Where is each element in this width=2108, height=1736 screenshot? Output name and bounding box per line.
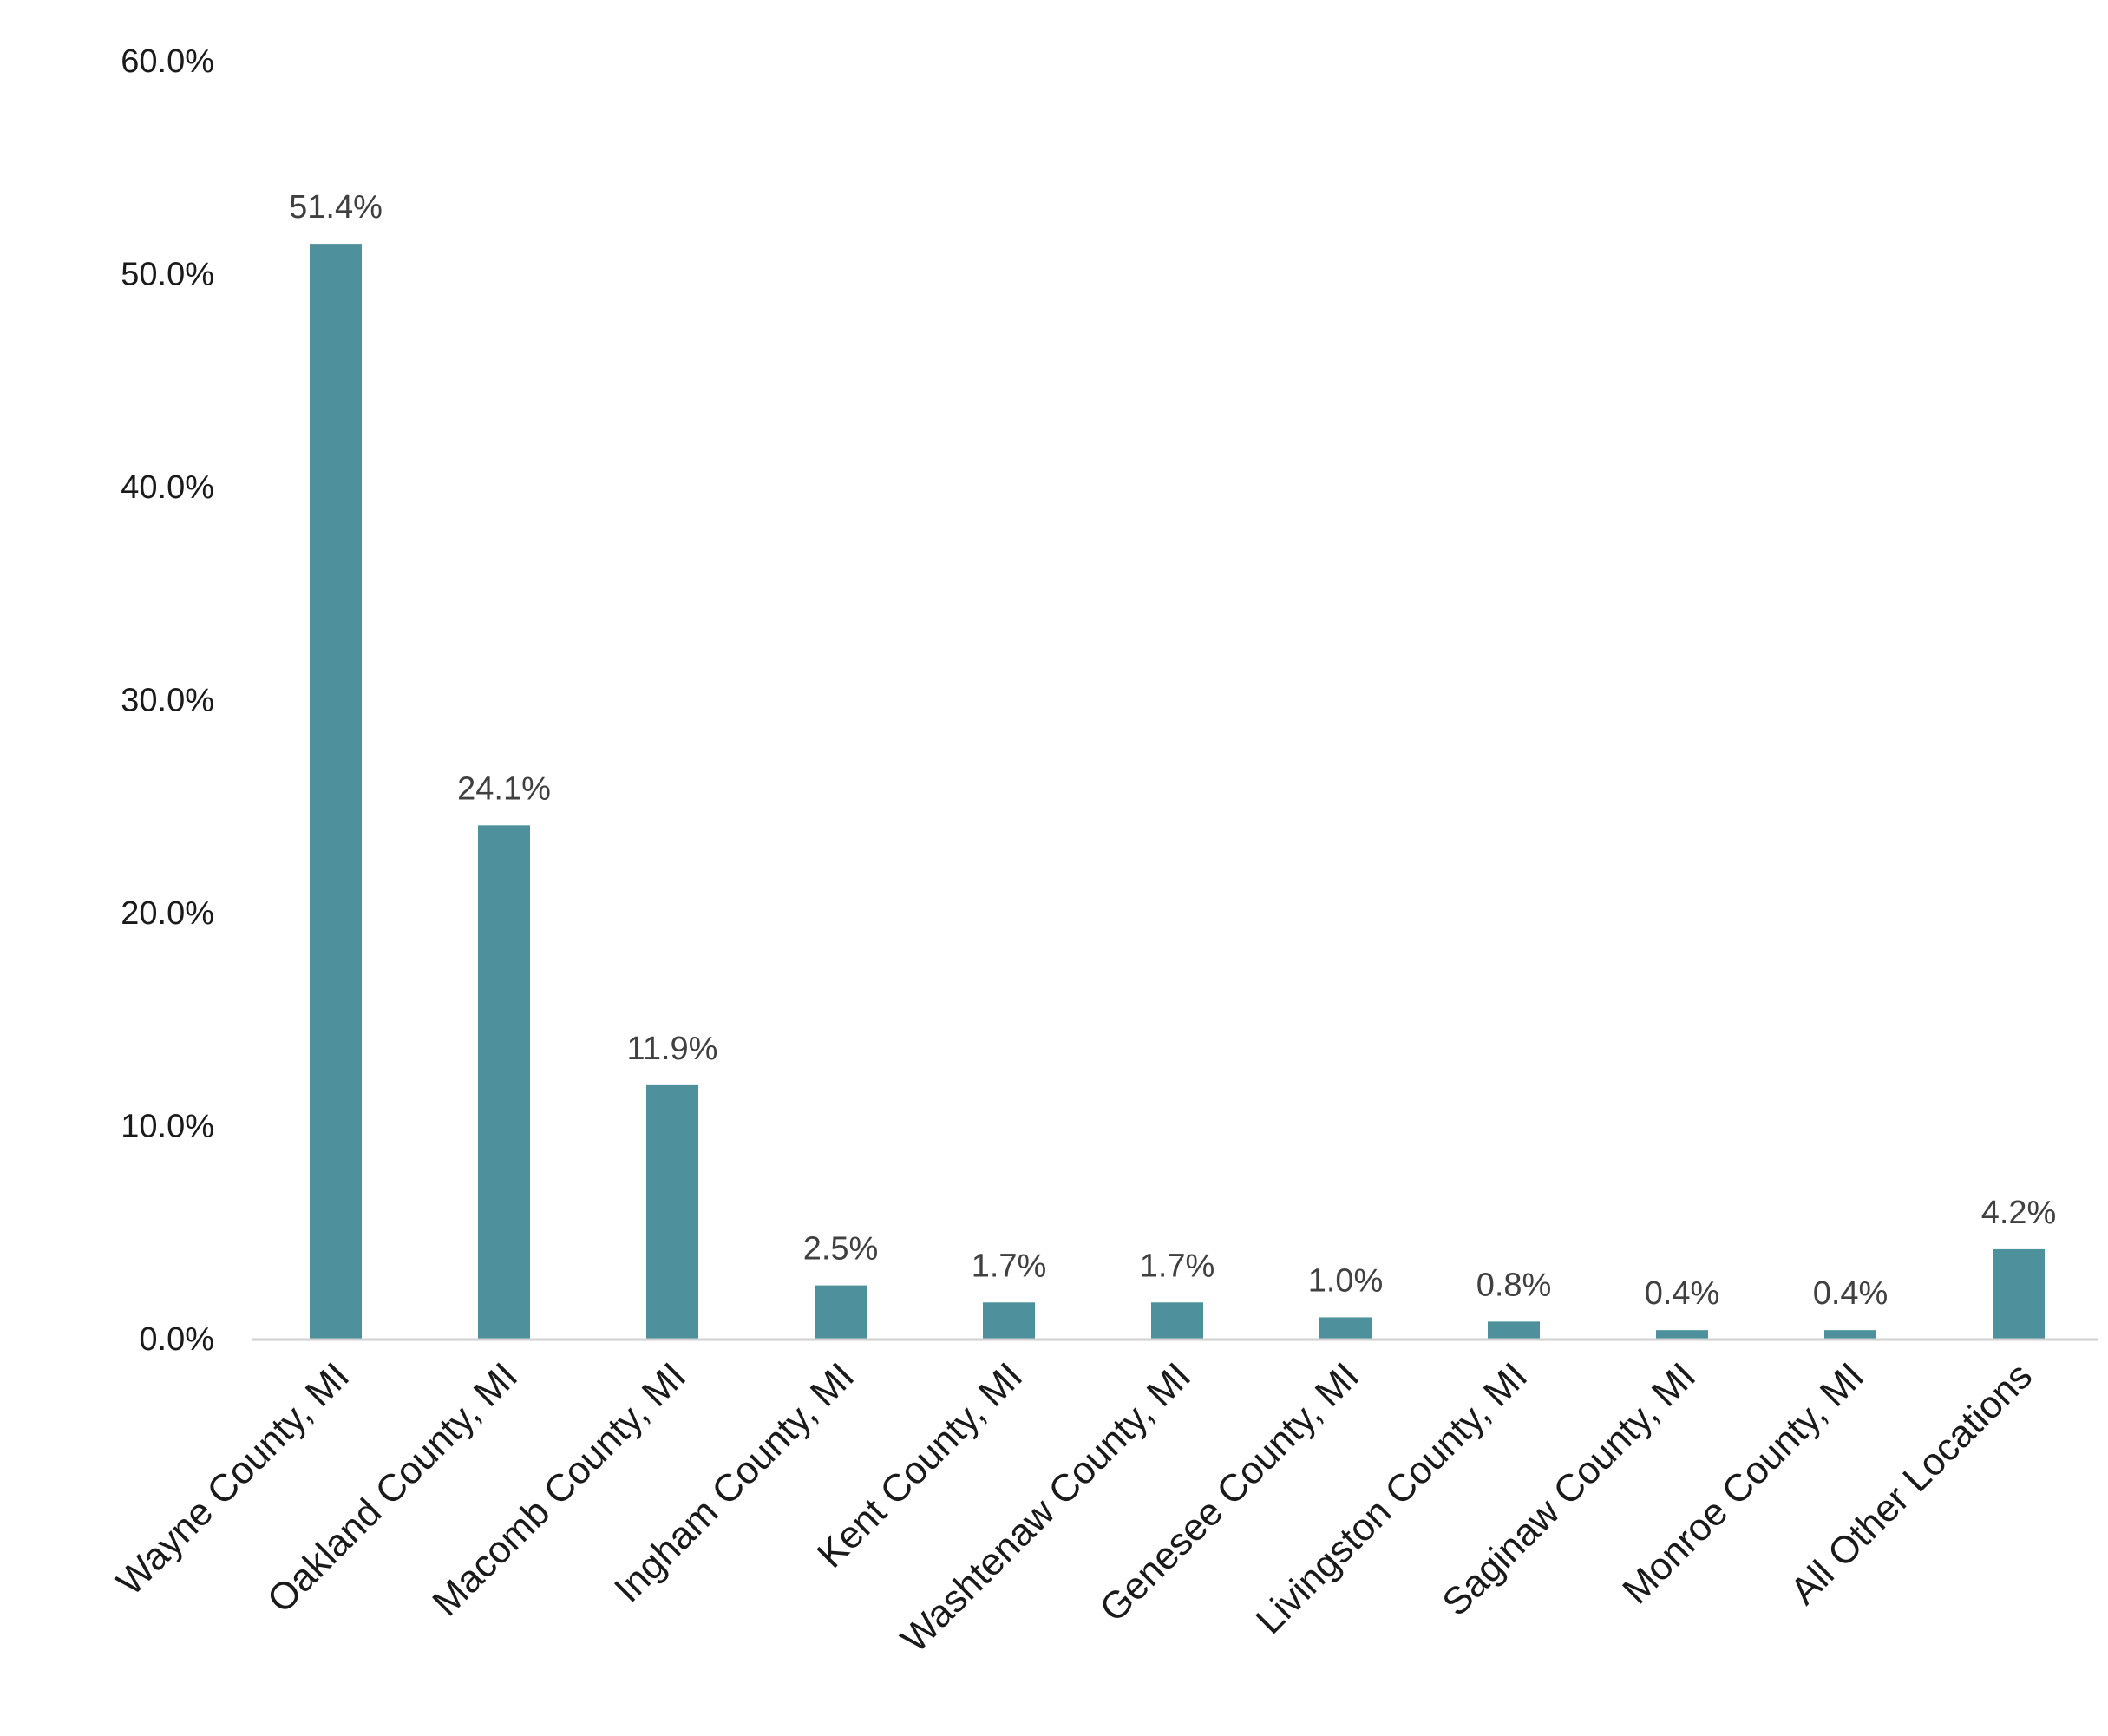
bar <box>1656 1330 1708 1339</box>
y-tick-label: 50.0% <box>121 257 214 293</box>
bar-data-label: 4.2% <box>1981 1195 2057 1231</box>
y-tick-label: 40.0% <box>121 469 214 506</box>
bar <box>1993 1248 2045 1339</box>
bars <box>310 244 2045 1339</box>
bar-data-label: 24.1% <box>457 770 551 807</box>
y-tick-label: 10.0% <box>121 1109 214 1145</box>
y-tick-label: 60.0% <box>121 43 214 80</box>
bar <box>310 244 362 1339</box>
bar-data-label: 0.4% <box>1645 1275 1720 1312</box>
bar <box>478 825 530 1339</box>
y-axis-tick-labels: 0.0% 10.0% 20.0% 30.0% 40.0% 50.0% 60.0% <box>121 43 214 1358</box>
bar <box>1319 1317 1372 1339</box>
bar <box>1151 1302 1203 1339</box>
bar <box>646 1084 698 1339</box>
bar <box>1824 1330 1876 1339</box>
bar-data-label: 0.8% <box>1476 1267 1552 1303</box>
bar-data-label: 11.9% <box>627 1031 718 1067</box>
bar <box>983 1302 1035 1339</box>
bar-data-label: 1.7% <box>1140 1248 1215 1284</box>
bar-data-label: 1.0% <box>1308 1262 1384 1299</box>
data-labels: 51.4% 24.1% 11.9% 2.5% 1.7% 1.7% 1.0% 0.8% 0.4% 0… <box>289 189 2056 1312</box>
bar <box>815 1285 867 1339</box>
bar-data-label: 51.4% <box>289 189 383 226</box>
y-tick-label: 20.0% <box>121 895 214 932</box>
bar <box>1488 1321 1540 1339</box>
bar-data-label: 0.4% <box>1813 1275 1889 1312</box>
x-tick-label: Livingston County, MI <box>1248 1354 1536 1642</box>
bar-data-label: 2.5% <box>803 1231 879 1268</box>
bar-data-label: 1.7% <box>972 1248 1047 1284</box>
y-tick-label: 0.0% <box>139 1321 214 1358</box>
x-tick-label: Washtenaw County, MI <box>893 1354 1199 1661</box>
y-tick-label: 30.0% <box>121 683 214 719</box>
